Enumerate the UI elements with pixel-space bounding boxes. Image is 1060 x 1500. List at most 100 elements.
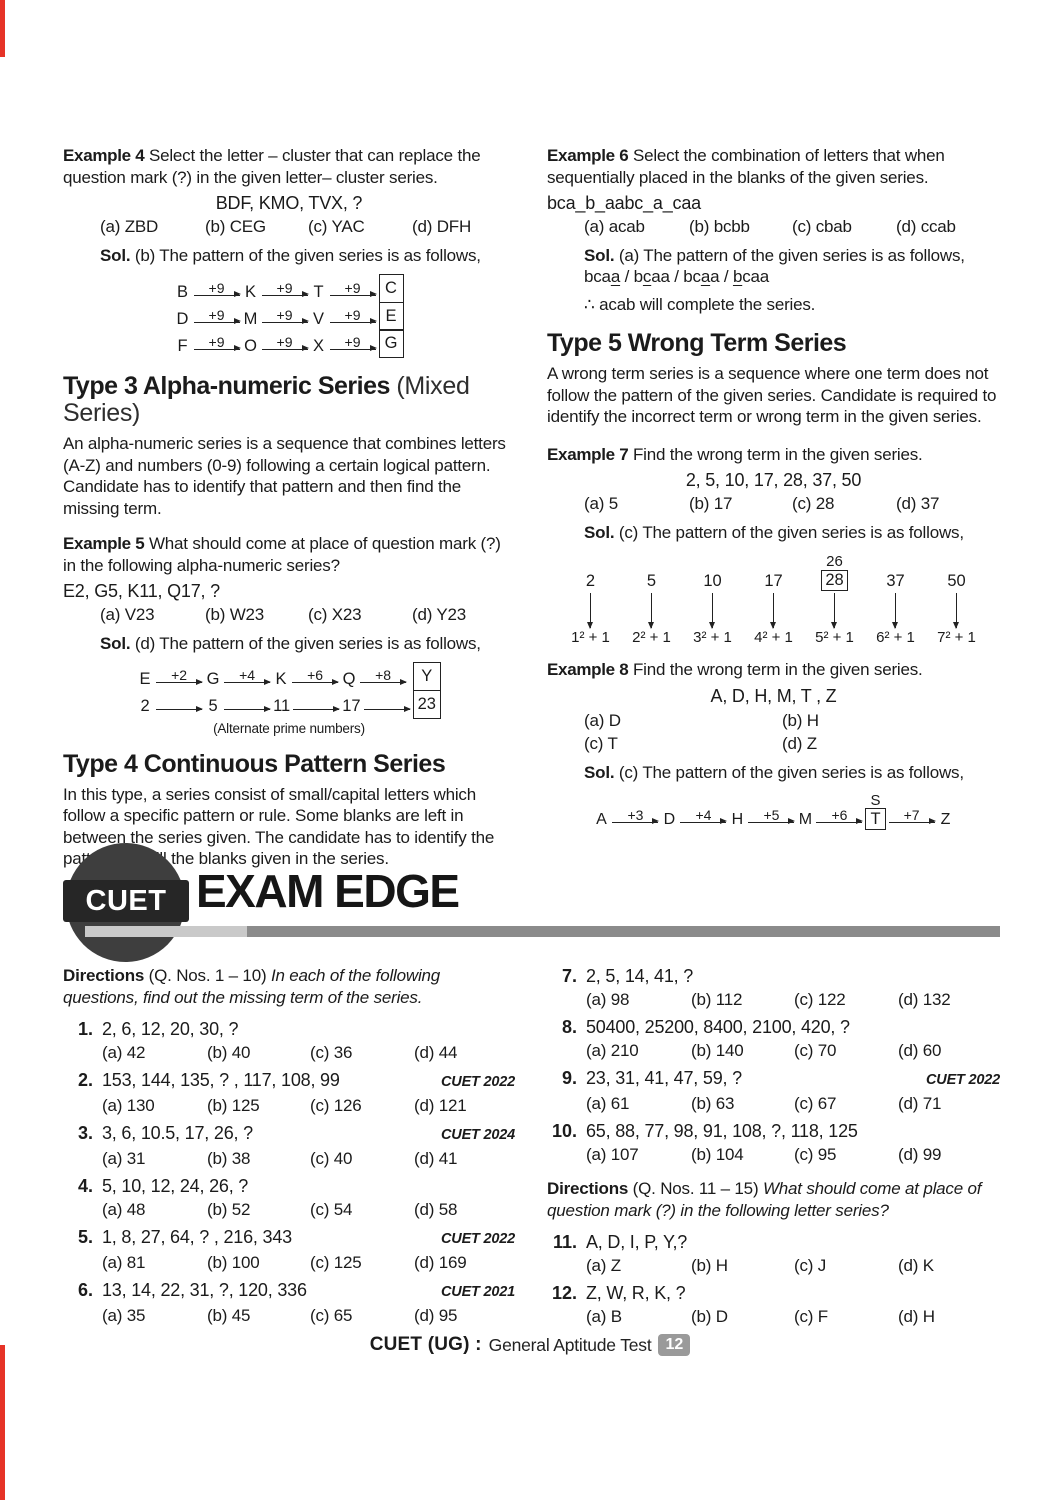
term: X	[312, 336, 324, 355]
directions-text: What should come at place of question ma…	[547, 1179, 982, 1220]
option-a: (a) 107	[586, 1145, 639, 1164]
directions-text: In each of the following questions, find…	[63, 966, 441, 1007]
arrow: +9	[261, 335, 309, 357]
question-options: (a) 48 (b) 52 (c) 54 (d) 58	[102, 1199, 515, 1220]
directions-2: Directions (Q. Nos. 11 – 15) What should…	[547, 1178, 1000, 1221]
question-number: 11.	[552, 1232, 577, 1252]
arrow: +9	[329, 335, 377, 357]
question-options: (a) B (b) D (c) F (d) H	[586, 1306, 1000, 1327]
term: M	[798, 810, 813, 828]
term: V	[312, 309, 324, 328]
answer-boxes: Y 23	[412, 662, 441, 719]
footer-title: General Aptitude Test	[488, 1334, 652, 1355]
example-5-statement: Example 5 What should come at place of q…	[63, 533, 515, 576]
arrow: +7	[888, 808, 936, 830]
example-8-statement: Example 8 Find the wrong term in the giv…	[547, 659, 1000, 681]
option-a: (a) 42	[102, 1043, 146, 1062]
option-a: (a) 35	[102, 1306, 146, 1325]
question-4: 4. 5, 10, 12, 24, 26, ? (a) 48 (b) 52 (c) 5…	[63, 1175, 515, 1220]
example-6-pattern: bcaa / bcaa / bcaa / bcaa	[584, 267, 770, 286]
example-5-options: (a) V23 (b) W23 (c) X23 (d) Y23	[100, 604, 515, 626]
option-b: (b) 38	[207, 1149, 251, 1168]
option-d: (d) H	[898, 1307, 935, 1326]
option-a: (a) 98	[586, 990, 630, 1009]
example-8-text: Find the wrong term in the given series.	[632, 660, 923, 679]
example-8-label: Example 8	[547, 660, 629, 679]
down-arrow	[830, 593, 837, 629]
option-d: (d) Z	[782, 733, 817, 753]
answer-box: 23	[412, 689, 441, 719]
down-arrow	[769, 593, 776, 629]
example-8-series: A, D, H, M, T , Z	[710, 685, 837, 706]
option-a: (a) Z	[586, 1256, 621, 1275]
arrow	[224, 696, 272, 717]
exercise-left-column: Directions (Q. Nos. 1 – 10) In each of t…	[63, 965, 515, 1333]
option-d: (d) 99	[898, 1145, 942, 1164]
term: D	[663, 810, 676, 828]
question-series: 2, 6, 12, 20, 30, ?	[102, 1019, 239, 1039]
example-7-solution: Sol. (c) The pattern of the given series…	[584, 522, 1000, 543]
option-a: (a) D	[584, 710, 621, 730]
question-8: 8. 50400, 25200, 8400, 2100, 420, ? (a) 2…	[547, 1016, 1000, 1061]
down-arrow	[708, 593, 715, 629]
option-c: (c) 65	[310, 1306, 353, 1325]
solution-label: Sol.	[100, 246, 131, 265]
page-edge-mark-bottom	[0, 1345, 5, 1500]
solution-text: (c) The pattern of the given series is a…	[618, 523, 964, 542]
example-4-options: (a) ZBD (b) CEG (c) YAC (d) DFH	[100, 216, 515, 238]
example-7-diagram: 2 1² + 1 5 2² + 1 10 3² + 1 17 4² + 1 26 28 5²…	[547, 553, 1000, 647]
solution-label: Sol.	[584, 523, 615, 542]
page-footer: CUET (UG) : General Aptitude Test 12	[0, 1334, 1060, 1356]
directions-scope: (Q. Nos. 11 – 15)	[632, 1179, 759, 1198]
type-3-body: An alpha-numeric series is a sequence th…	[63, 434, 506, 518]
option-b: (b) 52	[207, 1200, 251, 1219]
banner-bar-dark	[247, 926, 1000, 937]
option-d: (d) 41	[414, 1149, 458, 1168]
question-series: 65, 88, 77, 98, 91, 108, ?, 118, 125	[586, 1121, 858, 1141]
example-6-options: (a) acab (b) bcbb (c) cbab (d) ccab	[584, 216, 1000, 238]
term: B	[176, 282, 188, 301]
question-options: (a) 98 (b) 112 (c) 122 (d) 132	[586, 989, 1000, 1010]
exam-edge-banner: CUET EXAM EDGE	[0, 843, 1060, 965]
exercise-section: Directions (Q. Nos. 1 – 10) In each of t…	[63, 965, 1000, 1333]
type-5-heading: Type 5 Wrong Term Series	[547, 329, 847, 357]
question-number: 8.	[561, 1017, 577, 1037]
section-type-5: Type 5 Wrong Term Series A wrong term se…	[547, 330, 1000, 428]
question-series: 50400, 25200, 8400, 2100, 420, ?	[586, 1017, 850, 1037]
question-number: 3.	[77, 1123, 93, 1143]
arrow: +9	[193, 335, 241, 357]
question-5: 5. 1, 8, 27, 64, ? , 216, 343 CUET 2022 (a…	[63, 1226, 515, 1273]
question-2: 2. 153, 144, 135, ? , 117, 108, 99 CUET 20…	[63, 1069, 515, 1116]
option-c: (c) 95	[794, 1145, 837, 1164]
arrow: +4	[224, 668, 272, 690]
option-d: (d) Y23	[412, 605, 467, 624]
example-4: Example 4 Select the letter – cluster th…	[63, 145, 515, 358]
question-series: 5, 10, 12, 24, 26, ?	[102, 1176, 249, 1196]
option-b: (b) H	[691, 1256, 728, 1275]
exam-year-tag: CUET 2022	[441, 1231, 515, 1247]
question-number: 6.	[77, 1280, 93, 1300]
directions-label: Directions	[63, 966, 145, 985]
option-c: (c) J	[794, 1256, 827, 1275]
question-number: 12.	[551, 1283, 577, 1303]
option-b: (b) 104	[691, 1145, 744, 1164]
arrow	[363, 696, 411, 717]
option-c: (c) YAC	[308, 217, 365, 236]
diagram-column: 2 1² + 1	[571, 572, 610, 646]
cuet-logo-text: CUET	[85, 884, 167, 917]
diagram-row: 2 5 11 17	[137, 690, 413, 717]
option-c: (c) 126	[310, 1096, 362, 1115]
page-content: Example 4 Select the letter – cluster th…	[63, 145, 1000, 874]
right-column: Example 6 Select the combination of lett…	[547, 145, 1000, 874]
question-number: 4.	[77, 1176, 93, 1196]
example-7-statement: Example 7 Find the wrong term in the giv…	[547, 444, 1000, 466]
option-c: (c) 54	[310, 1200, 353, 1219]
option-c: (c) X23	[308, 605, 362, 624]
term: E	[139, 670, 151, 689]
example-5-series: E2, G5, K11, Q17, ?	[63, 581, 220, 601]
question-7: 7. 2, 5, 14, 41, ? (a) 98 (b) 112 (c) 122 (d…	[547, 965, 1000, 1010]
answer-box: E	[378, 301, 404, 331]
cuet-logo-band: CUET	[63, 880, 189, 922]
type-3-heading: Type 3 Alpha-numeric Series (Mixed Serie…	[63, 372, 470, 427]
